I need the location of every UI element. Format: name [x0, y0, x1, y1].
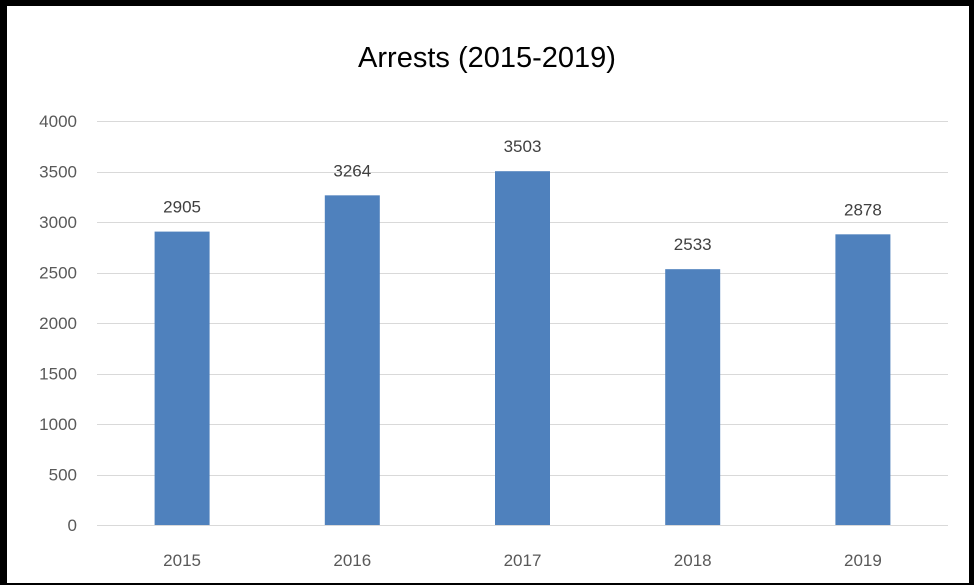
data-label-2018: 2533	[674, 235, 712, 254]
bar-2017	[495, 171, 550, 525]
bars	[154, 171, 891, 525]
y-tick-label-3500: 3500	[39, 163, 77, 182]
data-label-2016: 3264	[333, 161, 371, 180]
bar-2018	[665, 269, 721, 525]
x-tick-label-2016: 2016	[333, 551, 371, 570]
x-tick-label-2018: 2018	[674, 551, 712, 570]
data-label-2017: 3503	[504, 137, 542, 156]
y-tick-label-500: 500	[49, 466, 77, 485]
y-tick-label-3000: 3000	[39, 213, 77, 232]
x-axis-tick-labels: 2015 2016 2017 2018 2019	[163, 551, 882, 570]
chart-title: Arrests (2015-2019)	[358, 42, 616, 74]
data-labels: 2905 3264 3503 2533 2878	[163, 137, 882, 254]
y-tick-label-2000: 2000	[39, 314, 77, 333]
y-axis-tick-labels: 0 500 1000 1500 2000 2500 3000 3500 4000	[39, 112, 77, 535]
y-tick-label-0: 0	[68, 516, 77, 535]
bar-2015	[154, 231, 210, 525]
data-label-2015: 2905	[163, 198, 201, 217]
bar-2019	[835, 234, 891, 525]
y-tick-label-4000: 4000	[39, 112, 77, 131]
x-tick-label-2017: 2017	[504, 551, 542, 570]
y-tick-label-1000: 1000	[39, 415, 77, 434]
x-tick-label-2015: 2015	[163, 551, 201, 570]
x-tick-label-2019: 2019	[844, 551, 882, 570]
y-tick-label-2500: 2500	[39, 264, 77, 283]
data-label-2019: 2878	[844, 200, 882, 219]
bar-2016	[324, 195, 380, 525]
y-tick-label-1500: 1500	[39, 365, 77, 384]
